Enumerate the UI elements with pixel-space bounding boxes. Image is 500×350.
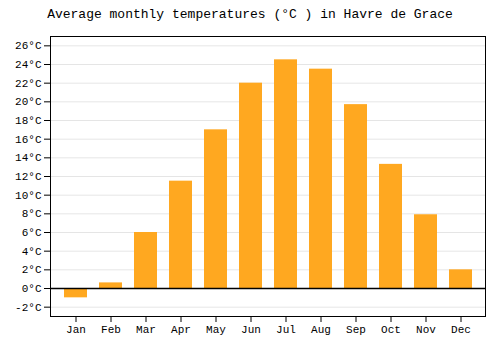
svg-text:8°C: 8°C — [22, 208, 42, 220]
svg-text:Jul: Jul — [276, 324, 296, 336]
svg-text:Sep: Sep — [346, 324, 366, 336]
svg-text:Apr: Apr — [171, 324, 191, 336]
svg-text:12°C: 12°C — [15, 171, 42, 183]
svg-text:6°C: 6°C — [22, 227, 42, 239]
svg-text:24°C: 24°C — [15, 59, 42, 71]
svg-text:16°C: 16°C — [15, 134, 42, 146]
svg-text:Oct: Oct — [381, 324, 401, 336]
svg-text:20°C: 20°C — [15, 96, 42, 108]
svg-text:Jan: Jan — [66, 324, 86, 336]
svg-text:May: May — [206, 324, 226, 336]
svg-text:18°C: 18°C — [15, 115, 42, 127]
svg-text:Jun: Jun — [241, 324, 261, 336]
svg-text:Dec: Dec — [451, 324, 471, 336]
svg-text:Feb: Feb — [101, 324, 121, 336]
svg-text:-2°C: -2°C — [15, 302, 42, 314]
svg-text:Nov: Nov — [416, 324, 436, 336]
svg-text:22°C: 22°C — [15, 78, 42, 90]
svg-text:10°C: 10°C — [15, 190, 42, 202]
svg-text:Aug: Aug — [311, 324, 331, 336]
svg-text:26°C: 26°C — [15, 40, 42, 52]
svg-text:2°C: 2°C — [22, 264, 42, 276]
svg-text:Mar: Mar — [136, 324, 156, 336]
html-text:Average monthly temperatures (: Average monthly temperatures (°C ) in Ha… — [47, 7, 453, 22]
svg-text:0°C: 0°C — [22, 283, 42, 295]
svg-text:4°C: 4°C — [22, 246, 42, 258]
svg-text:14°C: 14°C — [15, 152, 42, 164]
